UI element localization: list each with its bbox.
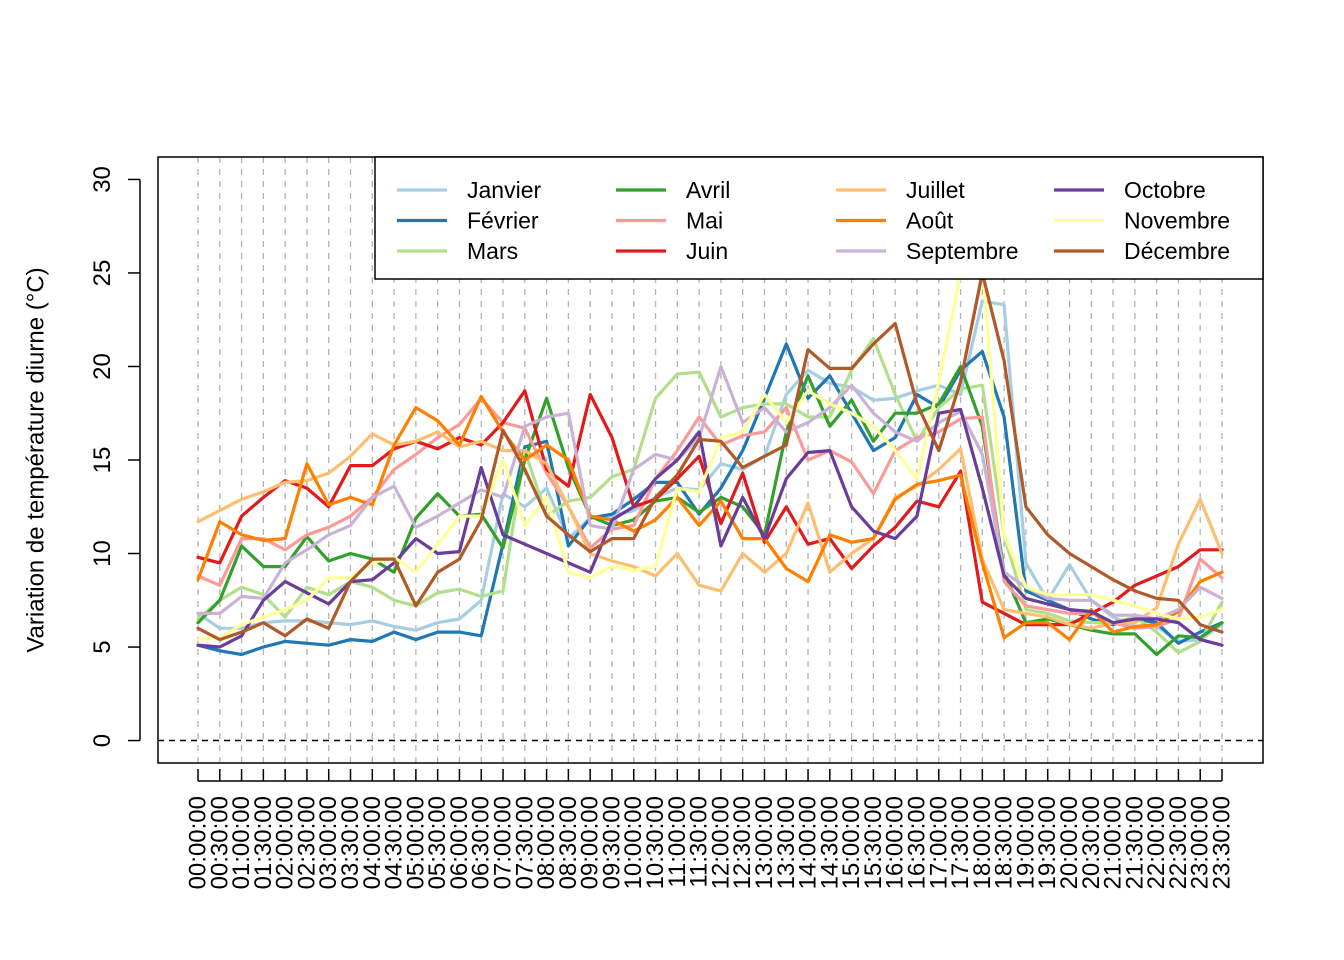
y-tick-label: 10 [89,540,116,567]
x-tick-label: 02:30:00 [293,796,320,889]
x-tick-label: 12:00:00 [707,796,734,889]
x-tick-label: 08:00:00 [533,796,560,889]
legend-label: Mai [686,208,723,234]
series-line-9 [196,407,1224,649]
x-tick-label: 14:00:00 [795,796,822,889]
x-tick-label: 15:30:00 [860,796,887,889]
x-tick-label: 17:00:00 [925,796,952,889]
x-tick-label: 05:30:00 [424,796,451,889]
x-tick-label: 15:00:00 [838,796,865,889]
y-tick-label: 15 [89,447,116,474]
x-tick-label: 10:30:00 [642,796,669,889]
x-tick-label: 23:30:00 [1209,796,1236,889]
y-tick-label: 0 [89,734,116,747]
x-tick-label: 10:00:00 [620,796,647,889]
series-line-0 [196,299,1224,644]
x-tick-label: 19:00:00 [1012,796,1039,889]
legend-label: Décembre [1124,238,1230,264]
legend: Janvier Février Mars Avril Mai Juin Juillet Aoû… [374,156,1264,280]
x-tick-label: 04:00:00 [359,796,386,889]
x-tick-label: 14:30:00 [816,796,843,889]
x-tick-label: 09:00:00 [577,796,604,889]
y-axis: 0 5 10 15 20 25 30 [89,166,141,747]
x-tick-label: 06:30:00 [468,796,495,889]
x-tick-label: 13:30:00 [773,796,800,889]
series-line-8 [196,364,1224,621]
x-tick-label: 00:00:00 [185,796,212,889]
series-line-2 [196,336,1224,655]
series-line-3 [196,364,1224,657]
x-tick-label: 01:00:00 [228,796,255,889]
x-tick-label: 04:30:00 [381,796,408,889]
x-tick-label: 20:30:00 [1078,796,1105,889]
x-tick-label: 13:00:00 [751,796,778,889]
legend-label: Janvier [467,177,541,203]
x-tick-label: 03:00:00 [315,796,342,889]
x-tick-label: 23:00:00 [1187,796,1214,889]
x-tick-label: 11:30:00 [686,796,713,888]
x-tick-label: 16:00:00 [882,796,909,889]
x-tick-label: 06:00:00 [446,796,473,889]
legend-label: Septembre [906,238,1019,264]
x-tick-label: 05:00:00 [402,796,429,889]
y-tick-label: 5 [89,640,116,653]
legend-label: Mars [467,238,518,264]
x-tick-label: 18:30:00 [991,796,1018,889]
x-tick-label: 01:30:00 [250,796,277,889]
y-axis-title: Variation de température diurne (°C) [23,267,50,652]
x-tick-label: 11:00:00 [664,796,691,888]
legend-label: Août [906,208,954,234]
legend-label: Novembre [1124,208,1230,234]
series-lines [196,262,1224,657]
x-tick-label: 02:00:00 [272,796,299,889]
x-tick-label: 21:00:00 [1100,796,1127,889]
y-tick-label: 20 [89,353,116,380]
legend-box [374,156,1264,280]
x-tick-label: 21:30:00 [1121,796,1148,889]
x-tick-label: 22:30:00 [1165,796,1192,889]
x-tick-label: 17:30:00 [947,796,974,889]
x-tick-label: 12:30:00 [729,796,756,889]
x-tick-label: 07:00:00 [490,796,517,889]
x-tick-label: 16:30:00 [903,796,930,889]
x-tick-label: 03:30:00 [337,796,364,889]
y-tick-label: 25 [89,260,116,287]
legend-label: Avril [686,177,730,203]
x-tick-label: 07:30:00 [511,796,538,889]
y-tick-label: 30 [89,166,116,193]
legend-label: Octobre [1124,177,1206,203]
x-tick-label: 18:00:00 [969,796,996,889]
series-line-1 [196,342,1224,657]
series-line-10 [196,262,1224,642]
x-tick-label: 09:30:00 [598,796,625,889]
x-tick-label: 08:30:00 [555,796,582,889]
x-tick-label: 22:00:00 [1143,796,1170,889]
x-tick-label: 19:30:00 [1034,796,1061,889]
legend-label: Février [467,208,539,234]
x-tick-label: 00:30:00 [206,796,233,889]
legend-label: Juin [686,238,728,264]
series-line-11 [196,271,1224,642]
x-axis: 00:00:0000:30:0001:00:0001:30:0002:00:00… [185,769,1236,889]
legend-label: Juillet [906,177,965,203]
x-tick-label: 20:00:00 [1056,796,1083,889]
series-line-6 [196,430,1224,630]
